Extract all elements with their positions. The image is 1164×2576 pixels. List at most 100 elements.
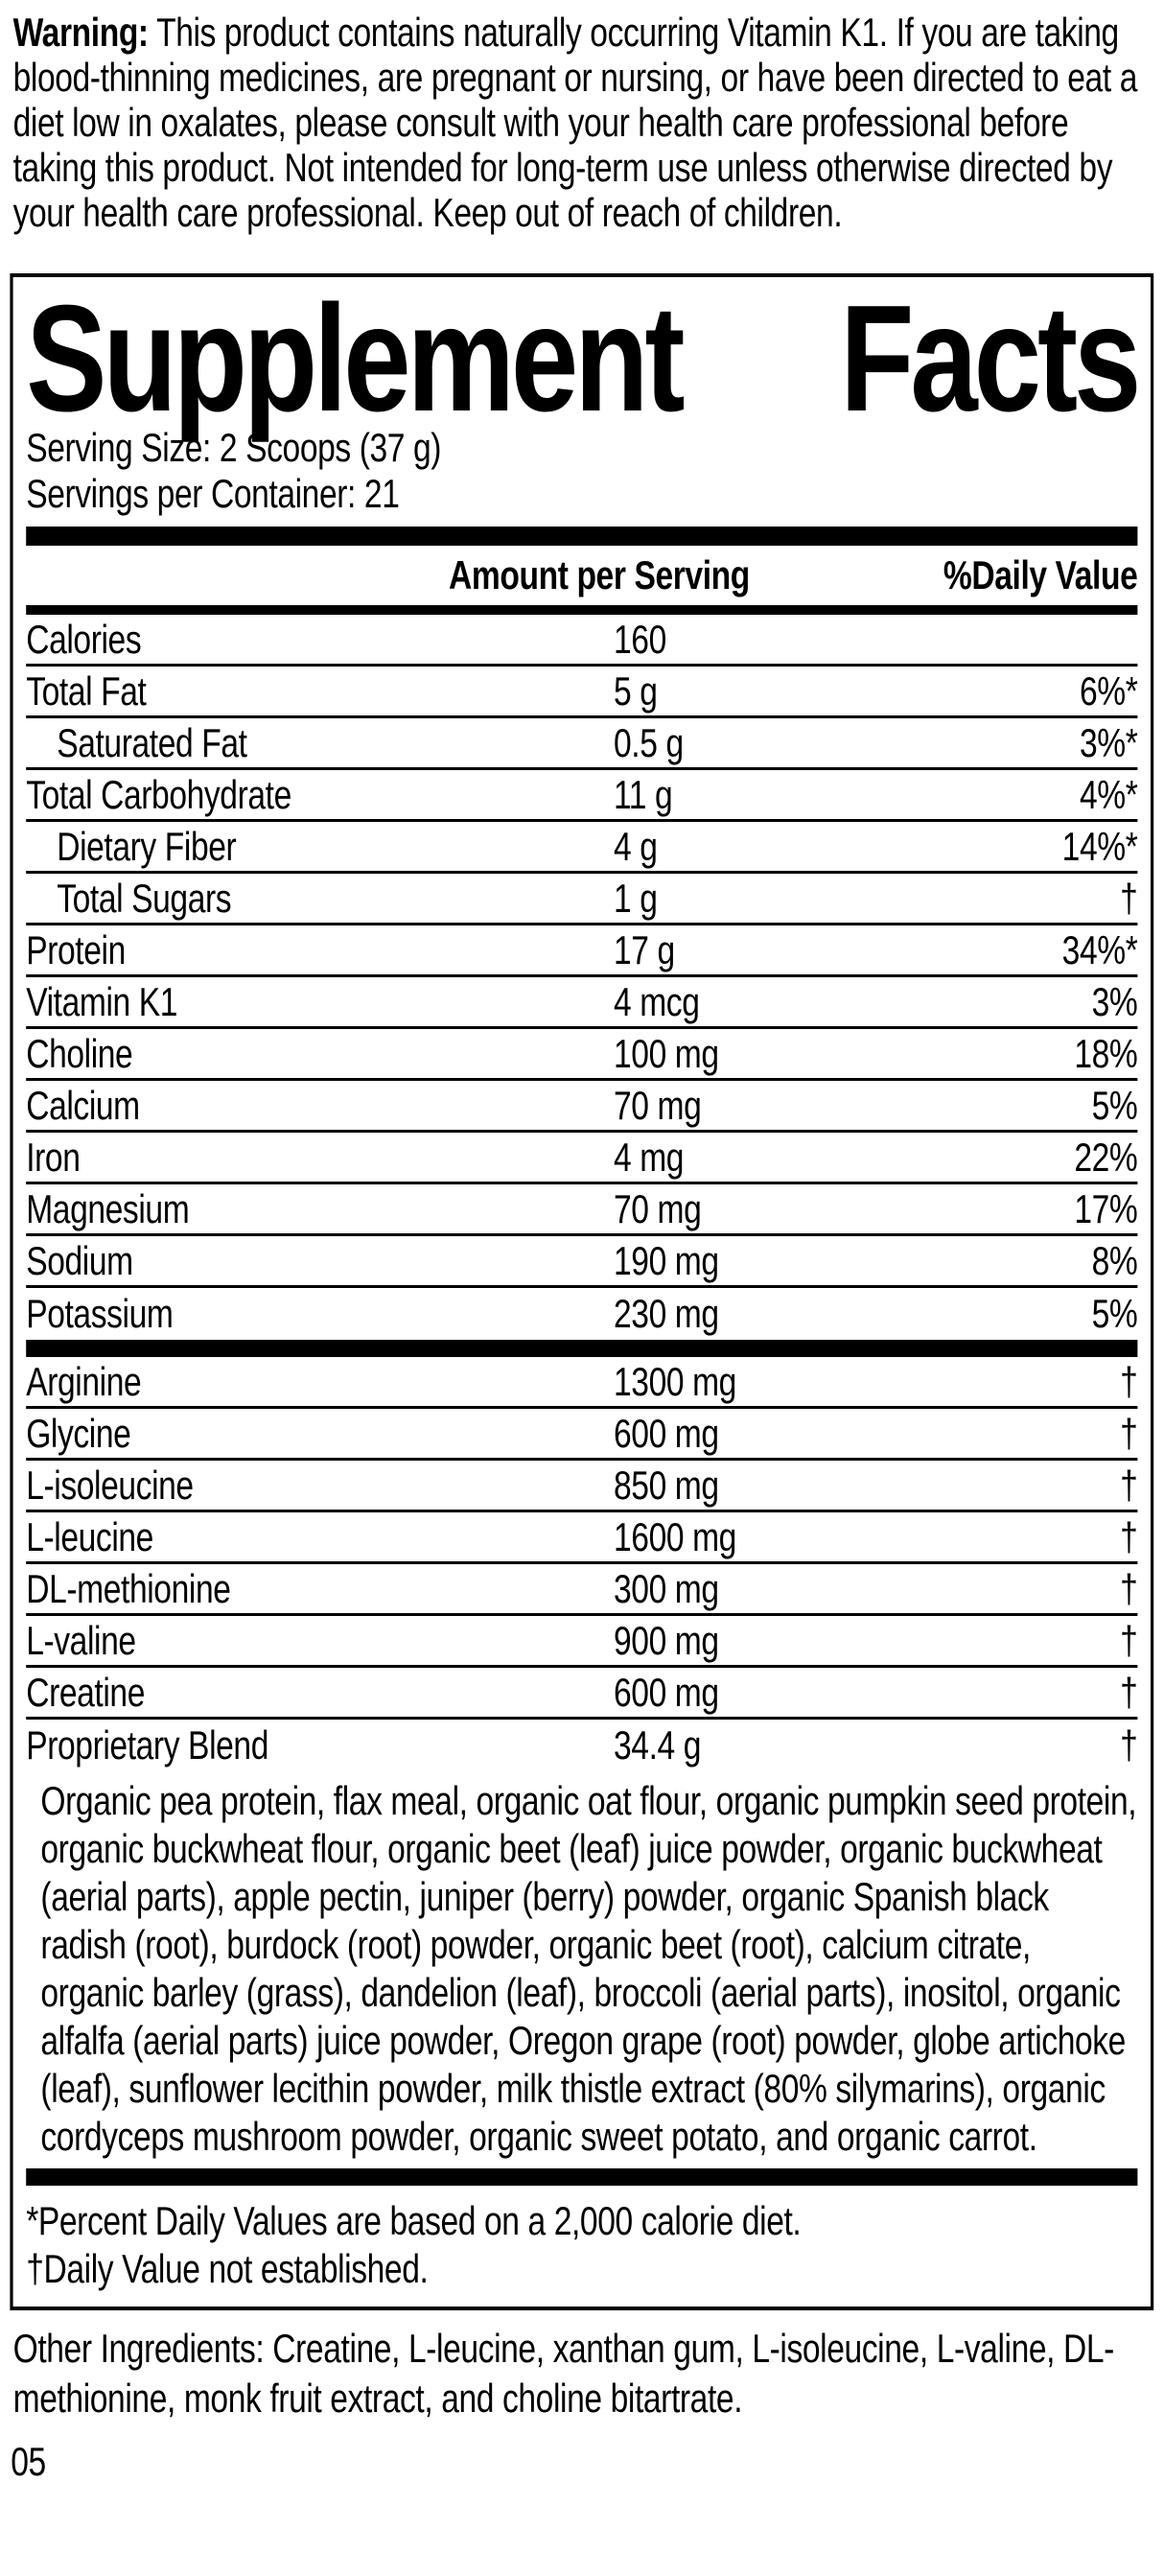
- nutrient-name: Choline: [26, 1030, 133, 1076]
- nutrient-name: Potassium: [26, 1291, 174, 1336]
- nutrient-amount: 600 mg: [614, 1410, 719, 1456]
- nutrient-name: Vitamin K1: [26, 978, 178, 1024]
- nutrient-name: Total Fat: [26, 667, 147, 714]
- table-row: Choline 100 mg 18%: [26, 1029, 1138, 1081]
- nutrient-amount: 5 g: [614, 667, 658, 714]
- nutrient-name: Glycine: [26, 1410, 131, 1456]
- nutrient-amount: 4 mcg: [614, 978, 700, 1024]
- nutrient-daily-value: 3%: [1091, 978, 1138, 1024]
- proprietary-blend-description: Organic pea protein, flax meal, organic …: [40, 1778, 1137, 2159]
- serving-size: Serving Size: 2 Scoops (37 g): [26, 425, 442, 470]
- table-row: L-isoleucine 850 mg †: [26, 1461, 1138, 1512]
- nutrient-amount: 11 g: [614, 771, 673, 817]
- column-header-daily-value: %Daily Value: [943, 552, 1138, 597]
- nutrient-amount: 190 mg: [614, 1237, 719, 1283]
- table-row: Total Fat 5 g 6%*: [26, 667, 1138, 718]
- table-row: Total Carbohydrate 11 g 4%*: [26, 770, 1138, 822]
- footnotes: *Percent Daily Values are based on a 2,0…: [26, 2197, 1137, 2293]
- table-row: Glycine 600 mg †: [26, 1409, 1138, 1461]
- nutrient-daily-value: 5%: [1091, 1291, 1138, 1336]
- table-row: Proprietary Blend 34.4 g †: [26, 1720, 1138, 1771]
- amino-table: Arginine 1300 mg † Glycine 600 mg † L-isoleuci…: [26, 1357, 1138, 1771]
- nutrient-name: Iron: [26, 1134, 81, 1180]
- warning-text: This product contains naturally occurrin…: [12, 10, 1138, 235]
- nutrient-amount: 4 mg: [614, 1134, 685, 1180]
- nutrient-name: L-valine: [26, 1617, 136, 1663]
- nutrient-daily-value: 6%*: [1079, 667, 1138, 714]
- table-row: L-valine 900 mg †: [26, 1616, 1138, 1668]
- column-header-amount: Amount per Serving: [449, 552, 750, 597]
- nutrient-table: Calories 160 Total Fat 5 g 6%* Saturated Fat 0…: [26, 615, 1138, 1340]
- table-row: L-leucine 1600 mg †: [26, 1512, 1138, 1564]
- nutrient-amount: 900 mg: [614, 1617, 719, 1663]
- table-row: Saturated Fat 0.5 g 3%*: [26, 718, 1138, 770]
- nutrient-name: L-leucine: [26, 1513, 153, 1559]
- table-row: Creatine 600 mg †: [26, 1668, 1138, 1720]
- table-row: DL-methionine 300 mg †: [26, 1564, 1138, 1616]
- panel-title: Supplement Facts: [26, 274, 1141, 443]
- table-row: Arginine 1300 mg †: [26, 1357, 1138, 1409]
- supplement-facts-panel: Supplement Facts Serving Size: 2 Scoops …: [10, 273, 1154, 2310]
- page-number: 05: [11, 2439, 46, 2484]
- nutrient-daily-value: †: [1120, 1669, 1138, 1715]
- nutrient-daily-value: †: [1120, 1513, 1138, 1559]
- table-row: Vitamin K1 4 mcg 3%: [26, 977, 1138, 1029]
- nutrient-name: Calories: [26, 616, 142, 662]
- nutrient-amount: 17 g: [614, 926, 675, 972]
- nutrient-amount: 1 g: [614, 875, 658, 921]
- nutrient-amount: 1300 mg: [614, 1358, 736, 1404]
- table-row: Iron 4 mg 22%: [26, 1133, 1138, 1184]
- footnote-percent-dv: *Percent Daily Values are based on a 2,0…: [26, 2198, 802, 2243]
- nutrient-daily-value: †: [1120, 1410, 1138, 1456]
- table-row: Sodium 190 mg 8%: [26, 1236, 1138, 1288]
- title-word-facts: Facts: [840, 274, 1141, 443]
- warning-label: Warning:: [12, 10, 150, 55]
- nutrient-name: Total Carbohydrate: [26, 771, 291, 817]
- nutrient-daily-value: 4%*: [1079, 771, 1138, 817]
- nutrient-amount: 70 mg: [614, 1185, 702, 1231]
- table-header-row: Amount per Serving %Daily Value: [26, 546, 1138, 605]
- nutrient-daily-value: †: [1120, 1358, 1138, 1404]
- table-row: Protein 17 g 34%*: [26, 925, 1138, 977]
- table-row: Magnesium 70 mg 17%: [26, 1184, 1138, 1236]
- nutrient-name: Dietary Fiber: [57, 823, 237, 869]
- nutrient-name: DL-methionine: [26, 1565, 231, 1611]
- nutrient-name: Total Sugars: [57, 875, 232, 921]
- nutrient-name: Protein: [26, 926, 126, 972]
- nutrient-daily-value: 5%: [1091, 1082, 1138, 1128]
- nutrient-amount: 4 g: [614, 823, 658, 869]
- nutrient-daily-value: 18%: [1074, 1030, 1138, 1076]
- title-word-supplement: Supplement: [26, 274, 685, 443]
- nutrient-name: Arginine: [26, 1358, 142, 1404]
- section-divider-bar: [26, 1340, 1138, 1357]
- nutrient-name: Magnesium: [26, 1185, 190, 1231]
- table-row: Dietary Fiber 4 g 14%*: [26, 822, 1138, 874]
- nutrient-name: Saturated Fat: [57, 719, 247, 765]
- nutrient-daily-value: †: [1120, 1617, 1138, 1663]
- nutrient-daily-value: 8%: [1091, 1237, 1138, 1283]
- nutrient-daily-value: †: [1120, 1462, 1138, 1508]
- nutrient-amount: 160: [614, 616, 666, 662]
- nutrient-name: Creatine: [26, 1669, 146, 1715]
- servings-per-container: Servings per Container: 21: [26, 471, 400, 516]
- section-divider-bar: [26, 527, 1138, 546]
- nutrient-daily-value: 34%*: [1061, 926, 1138, 972]
- label-canvas: Warning: This product contains naturally…: [0, 10, 1164, 2485]
- nutrient-amount: 230 mg: [614, 1291, 719, 1336]
- nutrient-amount: 100 mg: [614, 1030, 719, 1076]
- nutrient-amount: 300 mg: [614, 1565, 719, 1611]
- table-row: Potassium 230 mg 5%: [26, 1288, 1138, 1340]
- table-row: Calcium 70 mg 5%: [26, 1081, 1138, 1133]
- other-ingredients: Other Ingredients: Creatine, L-leucine, …: [12, 2326, 1115, 2421]
- nutrient-amount: 0.5 g: [614, 719, 684, 765]
- nutrient-daily-value: 17%: [1074, 1185, 1138, 1231]
- nutrient-amount: 34.4 g: [614, 1722, 702, 1768]
- nutrient-daily-value: 14%*: [1061, 823, 1138, 869]
- nutrient-daily-value: †: [1120, 1722, 1138, 1768]
- nutrient-name: L-isoleucine: [26, 1462, 194, 1508]
- section-divider-bar: [26, 2168, 1138, 2186]
- footnote-dagger: †Daily Value not established.: [26, 2246, 429, 2291]
- nutrient-daily-value: †: [1120, 1565, 1138, 1611]
- table-row: Calories 160: [26, 615, 1138, 667]
- nutrient-name: Sodium: [26, 1237, 133, 1283]
